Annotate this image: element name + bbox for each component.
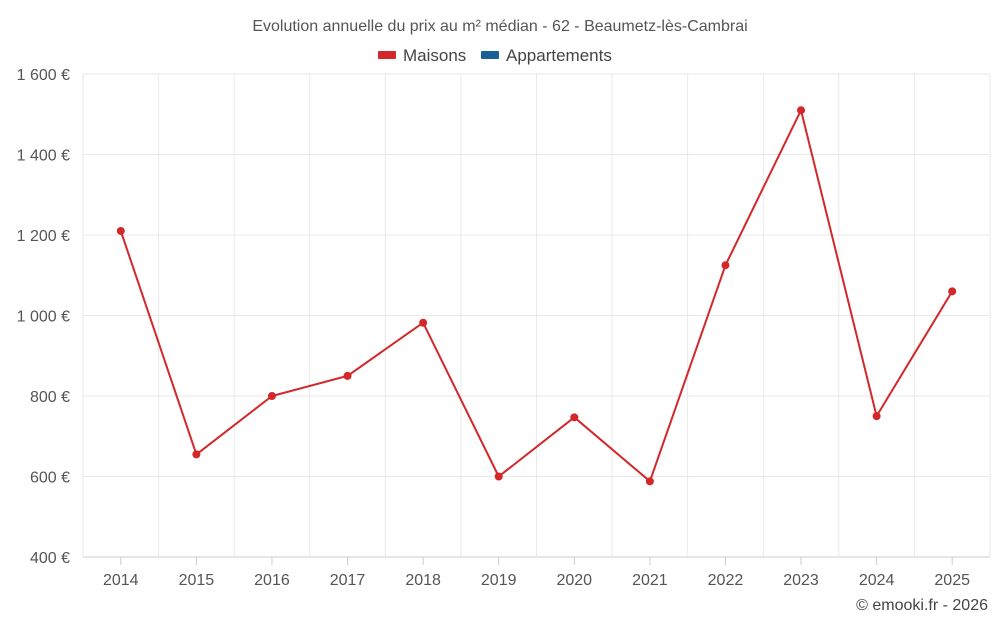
legend-item-appartements[interactable]: Appartements: [481, 46, 612, 65]
y-axis: 400 € 600 € 800 € 1 000 € 1 200 € 1 400 € 1 60…: [17, 67, 70, 567]
legend[interactable]: Maisons Appartements: [378, 46, 612, 65]
chart-title: Evolution annuelle du prix au m² médian …: [252, 18, 747, 35]
x-tick-label: 2025: [934, 572, 970, 589]
x-tick-label: 2015: [179, 572, 215, 589]
legend-swatch-maisons: [378, 51, 396, 59]
y-tick-label: 1 600 €: [17, 67, 70, 84]
credit: © emooki.fr - 2026: [856, 597, 988, 614]
y-tick-label: 800 €: [30, 389, 70, 406]
x-tick-label: 2023: [783, 572, 819, 589]
data-point[interactable]: [494, 472, 503, 481]
data-point[interactable]: [872, 412, 881, 421]
legend-label-maisons: Maisons: [403, 46, 466, 65]
y-tick-label: 600 €: [30, 470, 70, 487]
x-tick-label: 2016: [254, 572, 290, 589]
legend-label-appartements: Appartements: [506, 46, 612, 65]
x-axis: 2014 2015 2016 2017 2018 2019 2020 2021 2022 2023…: [103, 557, 970, 589]
data-point[interactable]: [192, 450, 201, 459]
data-point[interactable]: [267, 392, 276, 400]
legend-item-maisons[interactable]: Maisons: [378, 46, 466, 65]
series-group: [116, 106, 957, 486]
y-tick-label: 400 €: [30, 550, 70, 567]
data-point[interactable]: [721, 261, 730, 270]
y-tick-label: 1 200 €: [17, 228, 70, 245]
x-tick-label: 2024: [859, 572, 895, 589]
x-tick-label: 2019: [481, 572, 517, 589]
data-point[interactable]: [419, 318, 428, 327]
data-point[interactable]: [116, 226, 125, 235]
data-point[interactable]: [948, 287, 957, 296]
x-tick-label: 2017: [330, 572, 366, 589]
data-point[interactable]: [570, 413, 579, 422]
grid: [82, 73, 991, 558]
data-point[interactable]: [343, 371, 352, 380]
x-tick-label: 2018: [405, 572, 441, 589]
x-tick-label: 2020: [556, 572, 592, 589]
y-tick-label: 1 400 €: [17, 148, 70, 165]
data-point[interactable]: [645, 477, 654, 486]
series-line-maisons: [119, 109, 954, 483]
data-point[interactable]: [797, 106, 806, 115]
y-tick-label: 1 000 €: [17, 309, 70, 326]
x-tick-label: 2022: [708, 572, 744, 589]
legend-swatch-appartements: [481, 51, 499, 59]
x-tick-label: 2021: [632, 572, 668, 589]
x-tick-label: 2014: [103, 572, 139, 589]
